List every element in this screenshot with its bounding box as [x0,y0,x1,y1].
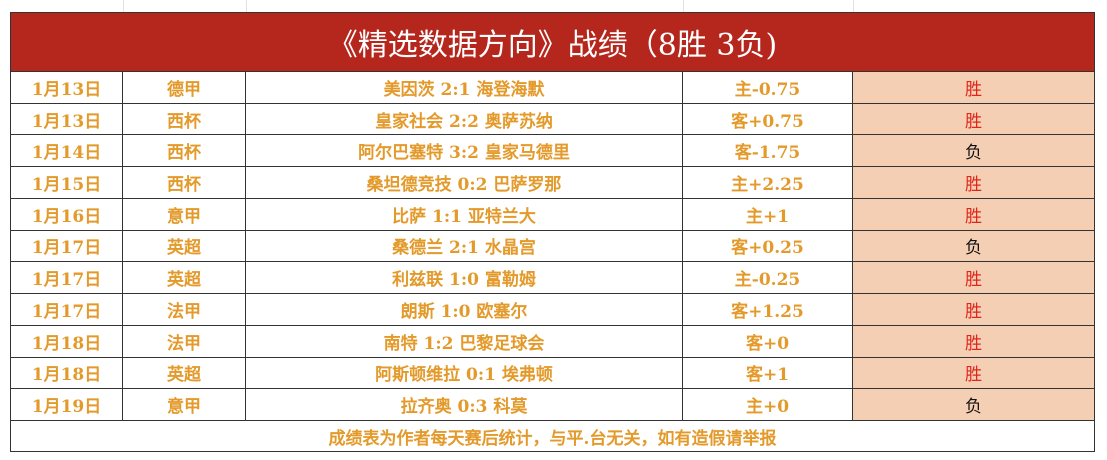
cell-handicap: 客+0 [683,325,853,358]
cell-date: 1月18日 [10,357,123,390]
cell-result: 负 [853,230,1095,263]
cell-league: 英超 [123,262,246,295]
cell-match: 阿尔巴塞特 3:2 皇家马德里 [246,135,683,168]
cell-result: 负 [853,135,1095,168]
footer-note: 成绩表为作者每天赛后统计，与平.台无关，如有造假请举报 [10,421,1095,452]
cell-handicap: 客-1.75 [683,135,853,168]
cell-league: 意甲 [123,389,246,421]
cell-league: 英超 [123,357,246,390]
cell-league: 德甲 [123,72,246,104]
cell-date: 1月13日 [10,72,123,104]
sheet-gridline [853,0,854,12]
sheet-gridline [683,0,684,12]
cell-result: 胜 [853,262,1095,295]
cell-match: 利兹联 1:0 富勒姆 [246,262,683,295]
cell-league: 法甲 [123,294,246,326]
cell-result: 胜 [853,357,1095,390]
cell-result: 胜 [853,72,1095,104]
cell-match: 桑德兰 2:1 水晶宫 [246,230,683,263]
cell-handicap: 主-0.75 [683,72,853,104]
cell-handicap: 主+0 [683,389,853,421]
cell-match: 美因茨 2:1 海登海默 [246,72,683,104]
cell-league: 法甲 [123,325,246,358]
cell-result: 胜 [853,198,1095,231]
cell-date: 1月13日 [10,103,123,136]
cell-handicap: 主+1 [683,198,853,231]
cell-league: 西杯 [123,135,246,168]
cell-date: 1月19日 [10,389,123,421]
cell-result: 负 [853,389,1095,421]
cell-result: 胜 [853,325,1095,358]
cell-date: 1月18日 [10,325,123,358]
cell-match: 阿斯顿维拉 0:1 埃弗顿 [246,357,683,390]
cell-league: 英超 [123,230,246,263]
sheet-gridline [246,0,247,12]
cell-date: 1月16日 [10,198,123,231]
cell-handicap: 客+1 [683,357,853,390]
cell-handicap: 客+1.25 [683,294,853,326]
cell-handicap: 客+0.25 [683,230,853,263]
cell-match: 拉齐奥 0:3 科莫 [246,389,683,421]
cell-date: 1月17日 [10,230,123,263]
table-title: 《精选数据方向》战绩（8胜 3负) [10,12,1095,72]
cell-date: 1月17日 [10,294,123,326]
cell-result: 胜 [853,167,1095,199]
cell-date: 1月17日 [10,262,123,295]
cell-handicap: 客+0.75 [683,103,853,136]
cell-league: 西杯 [123,103,246,136]
cell-match: 桑坦德竞技 0:2 巴萨罗那 [246,167,683,199]
cell-match: 南特 1:2 巴黎足球会 [246,325,683,358]
cell-match: 皇家社会 2:2 奥萨苏纳 [246,103,683,136]
cell-handicap: 主+2.25 [683,167,853,199]
cell-match: 比萨 1:1 亚特兰大 [246,198,683,231]
cell-handicap: 主-0.25 [683,262,853,295]
sheet-gridline [123,0,124,12]
cell-league: 意甲 [123,198,246,231]
cell-result: 胜 [853,103,1095,136]
cell-result: 胜 [853,294,1095,326]
cell-league: 西杯 [123,167,246,199]
cell-date: 1月15日 [10,167,123,199]
cell-date: 1月14日 [10,135,123,168]
cell-match: 朗斯 1:0 欧塞尔 [246,294,683,326]
